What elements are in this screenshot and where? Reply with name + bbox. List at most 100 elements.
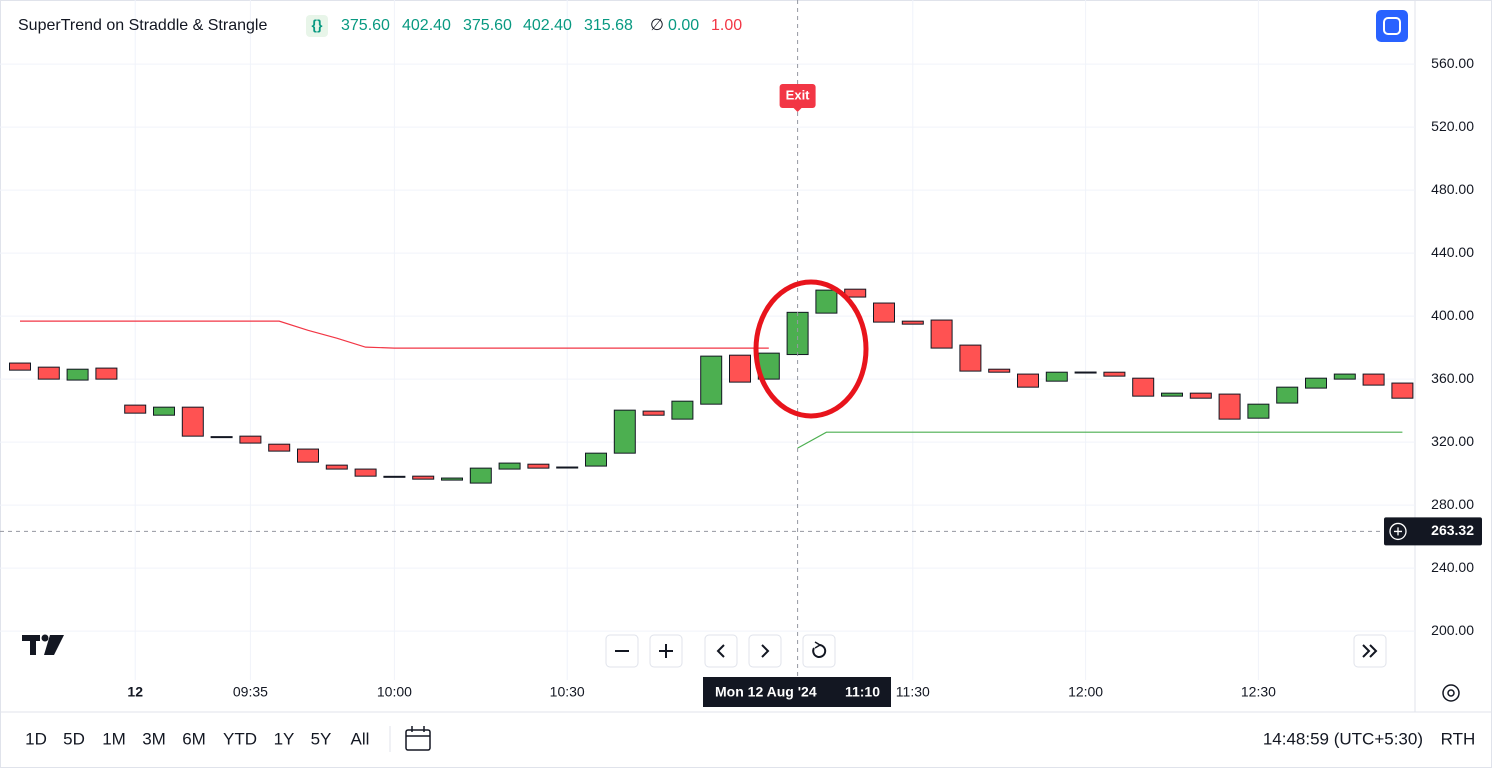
y-tick-label: 320.00 xyxy=(1431,433,1474,449)
candle-body xyxy=(66,368,89,381)
candle-body xyxy=(988,368,1011,373)
legend-value: 375.60 xyxy=(341,17,390,34)
candle-body xyxy=(441,477,463,481)
supertrend-line xyxy=(20,320,769,349)
range-button[interactable]: 1D xyxy=(25,729,47,748)
candle-body xyxy=(700,355,723,405)
legend-value: 1.00 xyxy=(711,17,742,34)
x-tick-label: 11:30 xyxy=(896,684,930,700)
source-icon[interactable] xyxy=(306,15,328,37)
range-button[interactable]: 5Y xyxy=(311,729,332,748)
indicator-title: SuperTrend on Straddle & Strangle xyxy=(18,17,267,34)
candle-body xyxy=(239,435,262,444)
y-tick-label: 440.00 xyxy=(1431,244,1474,260)
y-tick-label: 360.00 xyxy=(1431,370,1474,386)
range-button[interactable]: YTD xyxy=(223,729,257,748)
crosshair-time-label: 11:10 xyxy=(845,684,880,700)
x-tick-label: 10:00 xyxy=(377,684,412,700)
candle-body xyxy=(642,410,665,416)
candle-body xyxy=(786,311,809,356)
clock: 14:48:59 (UTC+5:30) xyxy=(1263,729,1423,748)
candle-body xyxy=(412,475,435,480)
candle-body xyxy=(585,452,607,467)
candle-body xyxy=(1305,377,1327,389)
x-tick-label: 10:30 xyxy=(550,684,585,700)
crosshair-price-box xyxy=(1384,517,1482,546)
candle-body xyxy=(469,467,492,484)
candle-body xyxy=(1103,371,1126,377)
range-button[interactable]: 1M xyxy=(102,729,126,748)
add-alert-icon[interactable] xyxy=(1389,522,1407,541)
zoom-controls xyxy=(605,634,1387,668)
settings-icon-center xyxy=(1447,689,1455,697)
candle-body xyxy=(297,448,319,463)
candle-body xyxy=(1247,403,1270,419)
range-button[interactable]: All xyxy=(351,729,370,748)
candle-body xyxy=(671,400,694,420)
candle-body xyxy=(210,436,233,439)
candle-body xyxy=(1045,371,1068,382)
x-tick-label: 12:00 xyxy=(1068,684,1103,700)
candle-body xyxy=(1132,377,1155,397)
candle-body xyxy=(153,406,175,416)
candle-body xyxy=(181,406,204,437)
session-button[interactable]: RTH xyxy=(1441,729,1476,748)
signal-label: Exit xyxy=(786,87,811,102)
legend-value: ∅ xyxy=(650,17,664,34)
range-button[interactable]: 1Y xyxy=(274,729,295,748)
candle-body xyxy=(959,344,982,372)
x-tick-label: 09:35 xyxy=(233,684,268,700)
candle-body xyxy=(383,475,406,478)
candle-body xyxy=(37,366,60,380)
candle-body xyxy=(95,367,118,380)
add-alert-plus xyxy=(1394,527,1402,536)
highlight-circle xyxy=(753,279,869,419)
range-button[interactable]: 6M xyxy=(182,729,206,748)
signal-pointer xyxy=(793,108,802,113)
y-tick-label: 400.00 xyxy=(1431,307,1474,323)
legend-value: 0.00 xyxy=(668,17,699,34)
candle-body xyxy=(9,362,31,371)
candle-body xyxy=(1189,392,1212,399)
settings-icon[interactable] xyxy=(1442,684,1460,702)
fullscreen-button[interactable] xyxy=(1376,10,1408,42)
legend-value: 375.60 xyxy=(463,17,512,34)
calendar-icon[interactable] xyxy=(405,726,431,751)
candle-body xyxy=(1218,393,1241,420)
candle-body xyxy=(1161,392,1183,397)
candle-body xyxy=(124,404,147,414)
candle-body xyxy=(556,466,579,469)
x-tick-label: 12:30 xyxy=(1241,684,1276,700)
y-tick-label: 520.00 xyxy=(1431,118,1474,134)
candle-body xyxy=(498,462,521,470)
scroll-right-button[interactable] xyxy=(748,634,782,668)
fullscreen-icon xyxy=(1383,17,1401,35)
legend-value: 402.40 xyxy=(523,17,572,34)
candle-body xyxy=(1074,371,1097,374)
candle-body xyxy=(1276,386,1299,404)
candle-body xyxy=(815,289,838,314)
scroll-left-button[interactable] xyxy=(704,634,738,668)
candle-body xyxy=(873,302,895,323)
signal-box xyxy=(779,84,816,109)
reset-button[interactable] xyxy=(802,634,836,668)
crosshair-time-box xyxy=(703,677,891,707)
legend-value: 315.68 xyxy=(584,17,633,34)
candle-body xyxy=(354,468,377,477)
candle-body xyxy=(1333,373,1356,380)
y-tick-label: 560.00 xyxy=(1431,55,1474,71)
y-tick-label: 200.00 xyxy=(1431,622,1474,638)
y-tick-label: 280.00 xyxy=(1431,496,1474,512)
candle-body xyxy=(901,320,924,325)
crosshair-price-label: 263.32 xyxy=(1431,522,1474,538)
legend-value: 402.40 xyxy=(402,17,451,34)
range-button[interactable]: 3M xyxy=(142,729,166,748)
range-button[interactable]: 5D xyxy=(63,729,85,748)
y-tick-label: 480.00 xyxy=(1431,181,1474,197)
candle-body xyxy=(527,463,550,469)
tv-logo xyxy=(22,634,64,655)
candle-body xyxy=(268,443,291,452)
crosshair-date-label: Mon 12 Aug '24 xyxy=(715,684,817,700)
